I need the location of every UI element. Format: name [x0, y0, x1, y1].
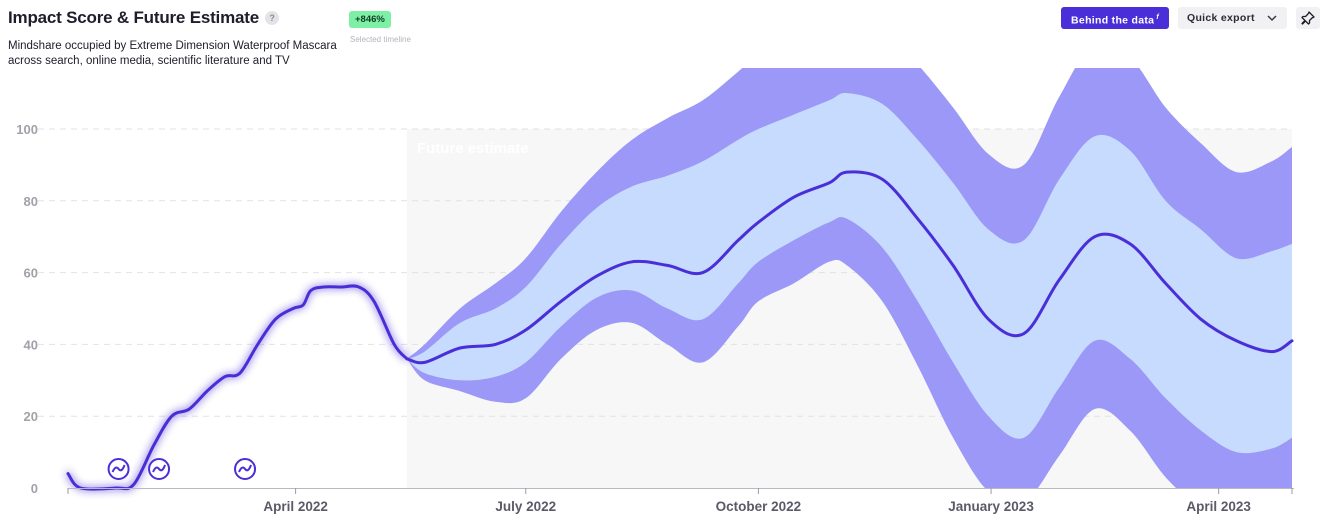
pin-button[interactable] [1296, 7, 1320, 29]
change-badge: +846% [349, 11, 391, 28]
estimate-line [405, 170, 1294, 365]
y-tick-label: 40 [24, 337, 38, 352]
trend-icon[interactable] [148, 458, 171, 480]
behind-the-data-label: Behind the data [1071, 14, 1155, 27]
history-line [66, 284, 409, 491]
x-tick-label: April 2022 [263, 499, 328, 514]
pin-icon [1296, 11, 1320, 33]
x-axis: April 2022 July 2022 October 2022 January 2… [67, 488, 1294, 514]
chart-title: Impact Score & Future Estimate? [8, 8, 279, 28]
trend-icon[interactable] [234, 458, 257, 480]
chart-subtitle: Mindshare occupied by Extreme Dimension … [8, 40, 337, 67]
quick-export-label: Quick export [1187, 12, 1255, 24]
y-tick-label: 80 [24, 194, 38, 209]
x-tick-label: October 2022 [716, 499, 802, 514]
trend-icon[interactable] [107, 458, 130, 480]
y-tick-label: 0 [31, 481, 38, 496]
y-tick-label: 60 [24, 266, 38, 281]
chevron-down-icon [1266, 7, 1278, 37]
y-axis: 0 20 40 60 80 100 [16, 122, 38, 496]
behind-the-data-button[interactable]: Behind the data f [1061, 7, 1169, 29]
x-tick-label: January 2023 [948, 499, 1034, 514]
event-markers [107, 458, 257, 480]
behind-the-data-sup: f [1156, 14, 1159, 21]
inner-confidence-band [406, 93, 1292, 454]
x-tick-label: July 2022 [495, 499, 556, 514]
chart-title-text: Impact Score & Future Estimate [8, 8, 259, 27]
badge-caption: Selected timeline [350, 35, 411, 44]
y-tick-label: 20 [24, 409, 38, 424]
x-tick-label: April 2023 [1186, 499, 1251, 514]
quick-export-button[interactable]: Quick export [1178, 7, 1287, 29]
help-icon[interactable]: ? [264, 11, 279, 25]
y-tick-label: 100 [16, 122, 38, 137]
future-estimate-label: Future estimate [417, 140, 529, 157]
